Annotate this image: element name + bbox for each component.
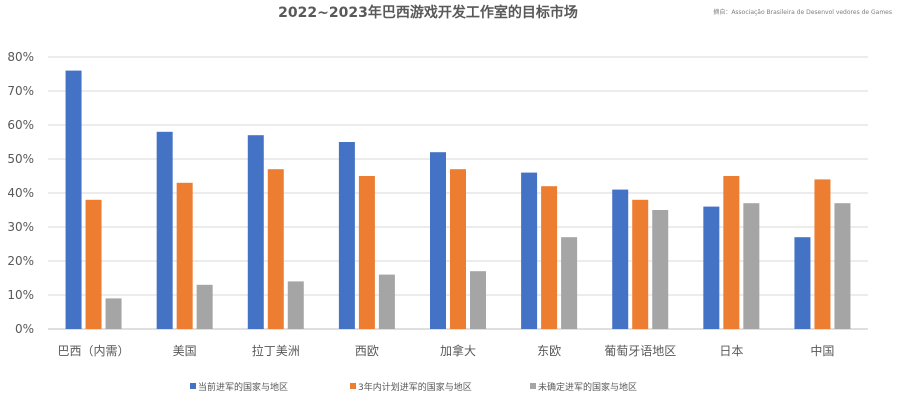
x-tick-label: 中国 — [810, 343, 834, 358]
x-tick-label: 拉丁美洲 — [252, 343, 300, 358]
bar — [156, 131, 173, 329]
bar — [632, 199, 649, 329]
y-tick-label: 70% — [7, 84, 34, 98]
legend-label: 未确定进军的国家与地区 — [538, 381, 637, 393]
bar — [541, 186, 558, 329]
x-tick-label: 加拿大 — [440, 343, 476, 358]
bar — [814, 179, 831, 329]
bar — [743, 203, 760, 329]
legend-label: 当前进军的国家与地区 — [198, 381, 288, 393]
bar — [521, 172, 538, 329]
bar — [612, 189, 629, 329]
x-tick-label: 美国 — [173, 344, 197, 358]
bar — [85, 199, 102, 329]
bar — [834, 203, 851, 329]
legend-swatch — [350, 383, 356, 389]
bar — [247, 135, 264, 329]
x-tick-label: 葡萄牙语地区 — [604, 344, 676, 358]
legend: 当前进军的国家与地区 3年内计划进军的国家与地区 未确定进军的国家与地区 — [190, 381, 637, 393]
bar — [652, 210, 669, 329]
x-tick-label: 巴西（内需） — [58, 344, 130, 358]
y-tick-label: 40% — [7, 186, 34, 200]
x-axis: 巴西（内需） 美国 拉丁美洲 西欧 加拿大 东欧 葡萄牙语地区 日本 中国 — [58, 343, 835, 358]
legend-swatch — [190, 383, 196, 389]
bar — [176, 182, 193, 329]
y-tick-label: 80% — [7, 50, 34, 64]
chart-title: 2022~2023年巴西游戏开发工作室的目标市场 — [278, 4, 578, 21]
bar — [703, 206, 720, 329]
bar — [338, 142, 355, 329]
bar — [105, 298, 122, 329]
source-note: 摘自：Associação Brasileira de Desenvol ved… — [713, 8, 892, 16]
bar — [65, 70, 82, 329]
bar — [378, 274, 395, 329]
bar — [470, 271, 486, 329]
bar — [723, 176, 740, 329]
x-tick-label: 日本 — [719, 344, 743, 358]
y-tick-label: 60% — [7, 118, 34, 132]
bar — [430, 152, 446, 329]
legend-swatch — [530, 383, 536, 389]
bar — [358, 176, 375, 329]
y-axis: 0% 10% 20% 30% 40% 50% 60% 70% 80% — [7, 50, 34, 336]
y-tick-label: 20% — [7, 254, 34, 268]
x-tick-label: 东欧 — [537, 344, 561, 358]
bar — [794, 237, 811, 329]
bar — [450, 169, 466, 329]
x-tick-label: 西欧 — [355, 344, 379, 358]
y-tick-label: 50% — [7, 152, 34, 166]
bar — [267, 169, 284, 329]
y-tick-label: 10% — [7, 288, 34, 302]
bar — [196, 284, 213, 329]
y-tick-label: 30% — [7, 220, 34, 234]
bars — [65, 70, 851, 329]
y-tick-label: 0% — [15, 322, 34, 336]
bar — [287, 281, 304, 329]
legend-label: 3年内计划进军的国家与地区 — [358, 381, 472, 393]
bar — [561, 237, 578, 329]
